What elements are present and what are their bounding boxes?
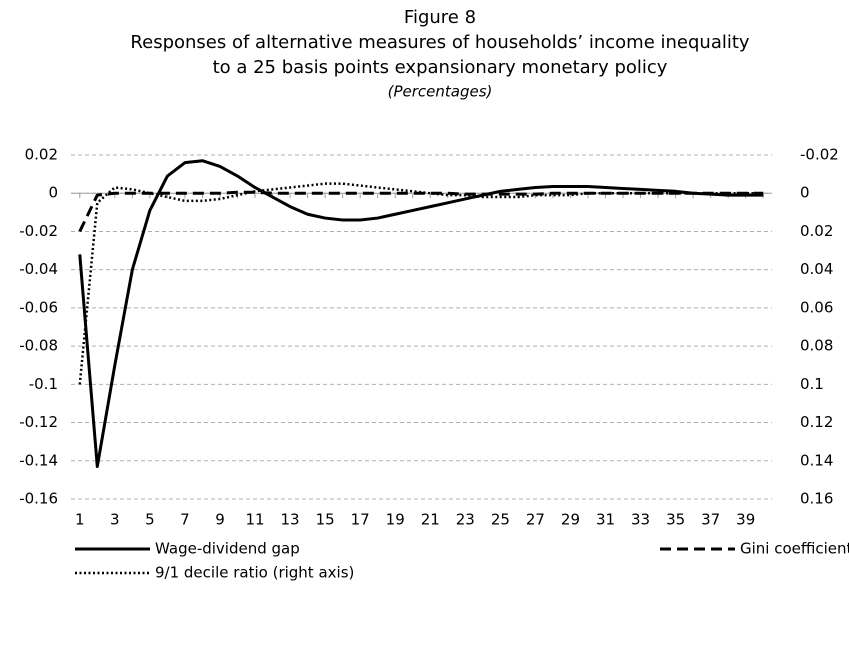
y2-tick-label: -0.02 [800, 146, 839, 164]
y2-tick-label: 0 [800, 184, 810, 202]
y2-tick-label: 0.04 [800, 260, 833, 278]
chart-title: Figure 8 [404, 7, 476, 28]
series-line [78, 182, 764, 385]
y2-tick-label: 0.12 [800, 413, 833, 431]
y-tick-label: -0.08 [19, 337, 58, 355]
legend-label: Gini coefficient (right axis) [740, 540, 849, 558]
x-tick-label: 7 [180, 511, 190, 529]
y-tick-label: -0.14 [19, 451, 58, 469]
y-tick-label: 0.02 [25, 146, 58, 164]
x-tick-label: 15 [316, 511, 335, 529]
legend-label: Wage-dividend gap [155, 540, 300, 558]
x-tick-label: 35 [666, 511, 685, 529]
y-tick-label: -0.16 [19, 490, 58, 508]
x-tick-label: 25 [491, 511, 510, 529]
series-line [78, 159, 764, 469]
series-line [78, 190, 764, 233]
x-tick-label: 1 [75, 511, 85, 529]
y-tick-label: -0.06 [19, 298, 58, 316]
x-tick-label: 23 [456, 511, 475, 529]
x-tick-label: 39 [736, 511, 755, 529]
x-tick-label: 19 [386, 511, 405, 529]
x-tick-label: 27 [526, 511, 545, 529]
x-tick-label: 33 [631, 511, 650, 529]
chart-subtitle: (Percentages) [388, 83, 493, 101]
y-tick-label: -0.12 [19, 413, 58, 431]
y2-tick-label: 0.02 [800, 222, 833, 240]
y2-tick-label: 0.08 [800, 337, 833, 355]
x-tick-label: 31 [596, 511, 615, 529]
y2-tick-label: 0.1 [800, 375, 824, 393]
y-tick-label: -0.04 [19, 260, 58, 278]
x-tick-label: 11 [245, 511, 264, 529]
chart-title: to a 25 basis points expansionary moneta… [213, 57, 668, 78]
y2-tick-label: 0.06 [800, 298, 833, 316]
legend-label: 9/1 decile ratio (right axis) [155, 564, 354, 582]
x-tick-label: 3 [110, 511, 120, 529]
x-tick-label: 13 [281, 511, 300, 529]
x-tick-label: 21 [421, 511, 440, 529]
x-tick-label: 9 [215, 511, 225, 529]
x-tick-label: 29 [561, 511, 580, 529]
y-tick-label: 0 [48, 184, 58, 202]
x-tick-label: 5 [145, 511, 155, 529]
x-tick-label: 37 [701, 511, 720, 529]
y-tick-label: -0.02 [19, 222, 58, 240]
chart-title: Responses of alternative measures of hou… [130, 32, 749, 53]
y-tick-label: -0.1 [29, 375, 58, 393]
y2-tick-label: 0.14 [800, 451, 833, 469]
x-tick-label: 17 [351, 511, 370, 529]
y2-tick-label: 0.16 [800, 490, 833, 508]
